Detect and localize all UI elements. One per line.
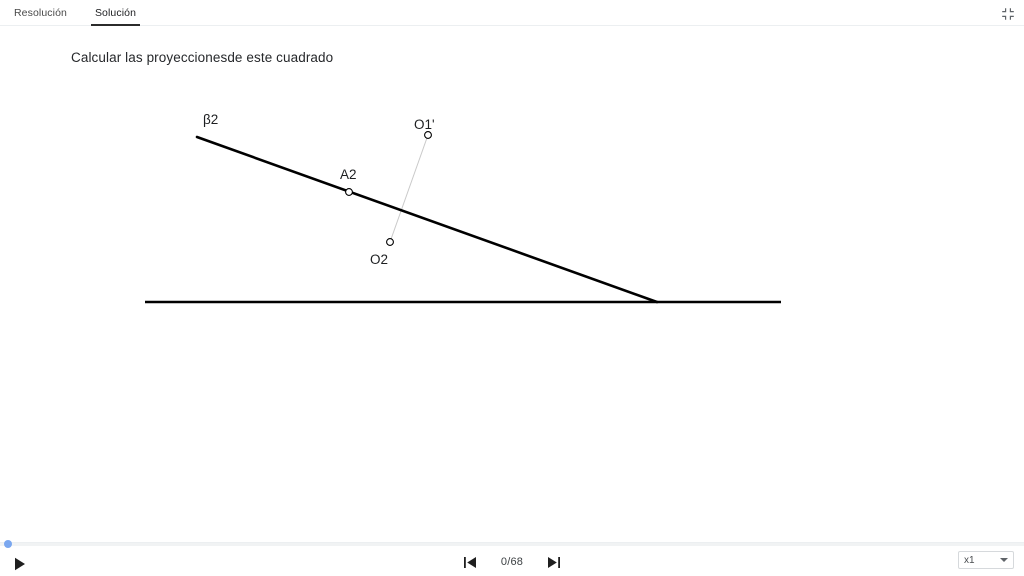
skip-to-start-button[interactable]	[461, 553, 479, 571]
tab-solucion[interactable]: Solución	[81, 0, 150, 26]
geometry-figure	[145, 131, 781, 304]
frame-counter: 0/68	[500, 556, 524, 568]
playback-speed-value: x1	[964, 554, 975, 566]
progress-scrubber[interactable]	[0, 540, 1024, 548]
beta2-line	[195, 135, 659, 304]
skip-to-end-button[interactable]	[545, 553, 563, 571]
point-o2[interactable]	[386, 238, 394, 246]
progress-handle[interactable]	[4, 540, 12, 548]
drawing-canvas[interactable]: Calcular las proyeccionesde este cuadrad…	[0, 26, 1024, 542]
label-beta2: β2	[203, 112, 219, 127]
label-a2: A2	[340, 167, 357, 182]
label-o2: O2	[370, 252, 389, 267]
play-button[interactable]	[12, 556, 28, 572]
tab-resolucion[interactable]: Resolución	[0, 0, 81, 26]
connector-line	[389, 134, 429, 243]
tab-list: Resolución Solución	[0, 0, 150, 26]
page-title: Calcular las proyeccionesde este cuadrad…	[71, 50, 334, 65]
label-o1-prime: O1'	[414, 117, 435, 132]
point-o1-prime[interactable]	[424, 131, 432, 139]
collapse-fullscreen-icon[interactable]	[998, 4, 1018, 24]
transport-controls: 0/68	[0, 553, 1024, 571]
playback-speed-select[interactable]: x1	[958, 551, 1014, 569]
point-a2[interactable]	[345, 188, 353, 196]
top-tab-bar: Resolución Solución	[0, 0, 1024, 26]
chevron-down-icon	[1000, 558, 1008, 562]
player-controls-bar: 0/68 x1	[0, 540, 1024, 576]
